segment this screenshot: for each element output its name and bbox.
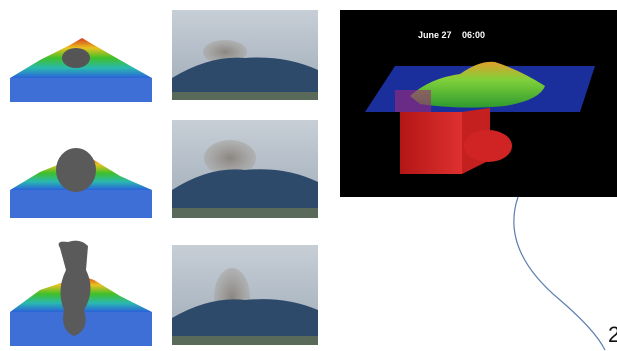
page: June 27 06:00 2 (() => { const data = JS…	[0, 0, 617, 351]
connector-curve	[514, 197, 605, 350]
model-3	[10, 241, 152, 346]
model-1	[10, 38, 152, 102]
simulation-panel: June 27 06:00	[340, 10, 617, 197]
photo-3	[172, 245, 318, 345]
figure: June 27 06:00 2	[0, 0, 617, 351]
photo-1	[172, 10, 318, 100]
model-2	[10, 148, 152, 218]
corner-text: 2	[608, 322, 617, 347]
panel-time: 06:00	[462, 30, 485, 40]
photo-2	[172, 120, 318, 218]
panel-date: June 27	[418, 30, 452, 40]
